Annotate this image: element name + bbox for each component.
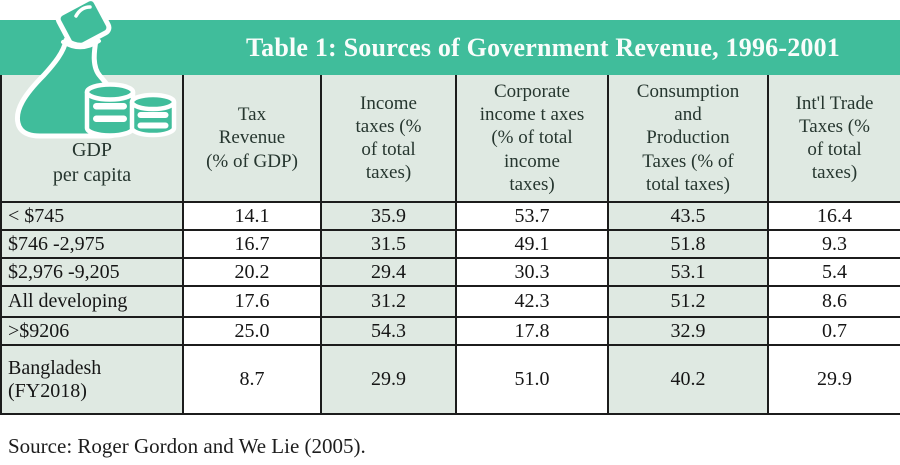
- table-cell: 30.3: [455, 257, 609, 287]
- table-cell: 8.6: [767, 285, 900, 318]
- table-cell: 20.2: [182, 257, 322, 287]
- header-row: GDP per capita Tax Revenue (% of GDP) In…: [0, 75, 900, 203]
- table-cell: 14.1: [182, 201, 322, 231]
- table-title: Table 1: Sources of Government Revenue, …: [245, 32, 841, 62]
- revenue-table: GDP per capita Tax Revenue (% of GDP) In…: [0, 75, 900, 415]
- table-cell: 29.9: [320, 344, 457, 415]
- table-cell: 35.9: [320, 201, 457, 231]
- table-cell: 49.1: [455, 229, 609, 259]
- source-note: Source: Roger Gordon and We Lie (2005).: [8, 434, 366, 458]
- table-cell: 5.4: [767, 257, 900, 287]
- table-cell: 16.4: [767, 201, 900, 231]
- table-cell: 54.3: [320, 316, 457, 346]
- table-cell: 51.0: [455, 344, 609, 415]
- table-row: < $745 14.1 35.9 53.7 43.5 16.4: [0, 201, 900, 231]
- table-cell: 16.7: [182, 229, 322, 259]
- column-header-income-taxes: Income taxes (% of total taxes): [320, 75, 457, 203]
- column-header-gdp-per-capita: GDP per capita: [0, 75, 184, 203]
- table-cell: 40.2: [607, 344, 769, 415]
- table-cell: 43.5: [607, 201, 769, 231]
- column-header-intl-trade-taxes: Int'l Trade Taxes (% of total taxes): [767, 75, 900, 203]
- table-cell: 31.5: [320, 229, 457, 259]
- column-header-consumption-production-taxes: Consumption and Production Taxes (% of t…: [607, 75, 769, 203]
- row-label: < $745: [0, 201, 184, 231]
- table-cell: 17.8: [455, 316, 609, 346]
- table-cell: 53.1: [607, 257, 769, 287]
- table-row: Bangladesh (FY2018) 8.7 29.9 51.0 40.2 2…: [0, 344, 900, 415]
- row-label: >$9206: [0, 316, 184, 346]
- table-cell: 29.9: [767, 344, 900, 415]
- table-cell: 25.0: [182, 316, 322, 346]
- table-row: $2,976 -9,205 20.2 29.4 30.3 53.1 5.4: [0, 257, 900, 287]
- row-label: Bangladesh (FY2018): [0, 344, 184, 415]
- table-title-bar: Table 1: Sources of Government Revenue, …: [0, 20, 900, 75]
- row-label: $746 -2,975: [0, 229, 184, 259]
- table-row: $746 -2,975 16.7 31.5 49.1 51.8 9.3: [0, 229, 900, 259]
- table-cell: 0.7: [767, 316, 900, 346]
- table-cell: 8.7: [182, 344, 322, 415]
- table-cell: 42.3: [455, 285, 609, 318]
- row-label: All developing: [0, 285, 184, 318]
- table-cell: 9.3: [767, 229, 900, 259]
- column-header-corporate-income-taxes: Corporate income t axes (% of total inco…: [455, 75, 609, 203]
- table-cell: 29.4: [320, 257, 457, 287]
- table-cell: 17.6: [182, 285, 322, 318]
- table-cell: 51.8: [607, 229, 769, 259]
- column-header-tax-revenue: Tax Revenue (% of GDP): [182, 75, 322, 203]
- table-row: >$9206 25.0 54.3 17.8 32.9 0.7: [0, 316, 900, 346]
- table-row: All developing 17.6 31.2 42.3 51.2 8.6: [0, 285, 900, 318]
- table-cell: 31.2: [320, 285, 457, 318]
- table-cell: 53.7: [455, 201, 609, 231]
- table-cell: 51.2: [607, 285, 769, 318]
- table-cell: 32.9: [607, 316, 769, 346]
- row-label: $2,976 -9,205: [0, 257, 184, 287]
